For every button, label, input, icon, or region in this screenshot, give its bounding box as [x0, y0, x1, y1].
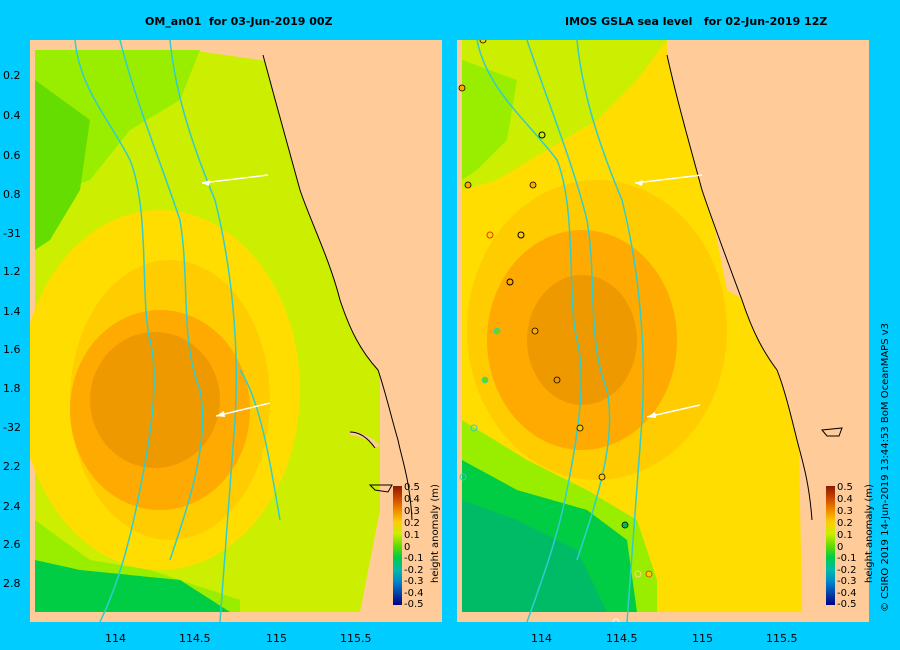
- colorbar-tick: -0.5: [404, 599, 424, 610]
- y-tick: 0.8: [3, 188, 21, 201]
- colorbar-tick: -0.4: [837, 588, 857, 599]
- colorbar-tick: -0.3: [404, 576, 424, 587]
- colorbar-tick: -0.2: [404, 565, 424, 576]
- x-tick: 114.5: [606, 632, 638, 645]
- x-tick: 115.5: [766, 632, 798, 645]
- copyright-credit: © CSIRO 2019 14-Jun-2019 13:44:53 BoM Oc…: [880, 322, 891, 612]
- colorbar-tick: 0.4: [837, 494, 853, 505]
- x-tick: 114: [105, 632, 126, 645]
- y-tick: 1.2: [3, 265, 21, 278]
- colorbar-gradient: [826, 486, 835, 605]
- left-map[interactable]: [30, 40, 442, 622]
- colorbar-tick: -0.1: [404, 553, 424, 564]
- y-tick: 0.2: [3, 69, 21, 82]
- y-tick: 1.6: [3, 343, 21, 356]
- x-tick: 115.5: [340, 632, 372, 645]
- colorbar-tick: -0.1: [837, 553, 857, 564]
- colorbar-tick: -0.3: [837, 576, 857, 587]
- colorbar-tick: 0.2: [404, 518, 420, 529]
- x-tick: 114: [531, 632, 552, 645]
- y-tick: 1.4: [3, 305, 21, 318]
- colorbar-tick: 0.1: [837, 530, 853, 541]
- y-tick: 0.4: [3, 109, 21, 122]
- x-tick: 115: [266, 632, 287, 645]
- colorbar-tick: -0.5: [837, 599, 857, 610]
- y-tick: -32: [3, 421, 21, 434]
- right-map[interactable]: [457, 40, 869, 622]
- y-tick: 2.2: [3, 460, 21, 473]
- x-tick: 115: [692, 632, 713, 645]
- colorbar-tick: 0.3: [837, 506, 853, 517]
- colorbar-tick: 0.5: [837, 482, 853, 493]
- colorbar-tick: 0.2: [837, 518, 853, 529]
- y-tick: 1.8: [3, 382, 21, 395]
- right-map-graphic: [458, 40, 869, 622]
- colorbar-tick: 0: [837, 542, 844, 553]
- colorbar-tick: 0.5: [404, 482, 420, 493]
- y-tick: 2.4: [3, 500, 21, 513]
- colorbar-label: height anomaly (m): [864, 484, 875, 583]
- colorbar-tick: 0.4: [404, 494, 420, 505]
- colorbar-tick: 0: [404, 542, 411, 553]
- colorbar-tick: 0.3: [404, 506, 420, 517]
- left-map-graphic: [30, 40, 442, 622]
- right-panel-title: IMOS GSLA sea level for 02-Jun-2019 12Z: [565, 15, 828, 28]
- y-tick: -31: [3, 227, 21, 240]
- colorbar-tick: 0.1: [404, 530, 420, 541]
- y-tick: 2.6: [3, 538, 21, 551]
- left-panel-title: OM_an01 for 03-Jun-2019 00Z: [145, 15, 333, 28]
- y-tick: 0.6: [3, 149, 21, 162]
- x-tick: 114.5: [179, 632, 211, 645]
- colorbar-label: height anomaly (m): [430, 484, 441, 583]
- colorbar-tick: -0.4: [404, 588, 424, 599]
- colorbar-gradient: [393, 486, 402, 605]
- y-tick: 2.8: [3, 577, 21, 590]
- colorbar-tick: -0.2: [837, 565, 857, 576]
